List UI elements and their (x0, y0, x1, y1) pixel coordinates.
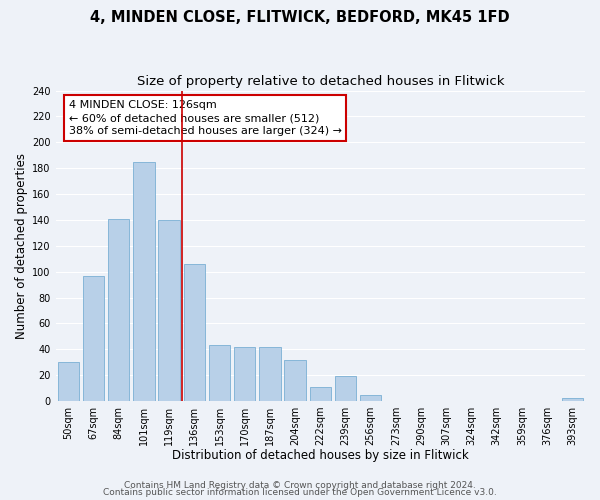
Bar (562, 398, 583, 401)
Bar (360, 394, 382, 401)
Bar (284, 360, 306, 401)
Bar (234, 346, 256, 401)
Title: Size of property relative to detached houses in Flitwick: Size of property relative to detached ho… (137, 75, 504, 88)
Bar (335, 376, 356, 401)
Text: 4 MINDEN CLOSE: 126sqm
← 60% of detached houses are smaller (512)
38% of semi-de: 4 MINDEN CLOSE: 126sqm ← 60% of detached… (69, 100, 342, 136)
Bar (310, 386, 331, 401)
Text: Contains HM Land Registry data © Crown copyright and database right 2024.: Contains HM Land Registry data © Crown c… (124, 480, 476, 490)
Bar (209, 346, 230, 401)
Bar (133, 162, 155, 401)
Bar (184, 264, 205, 401)
Y-axis label: Number of detached properties: Number of detached properties (15, 153, 28, 339)
Bar (158, 220, 180, 401)
Bar (58, 362, 79, 401)
Bar (259, 346, 281, 401)
X-axis label: Distribution of detached houses by size in Flitwick: Distribution of detached houses by size … (172, 450, 469, 462)
Bar (108, 218, 130, 401)
Text: Contains public sector information licensed under the Open Government Licence v3: Contains public sector information licen… (103, 488, 497, 497)
Text: 4, MINDEN CLOSE, FLITWICK, BEDFORD, MK45 1FD: 4, MINDEN CLOSE, FLITWICK, BEDFORD, MK45… (90, 10, 510, 25)
Bar (83, 276, 104, 401)
